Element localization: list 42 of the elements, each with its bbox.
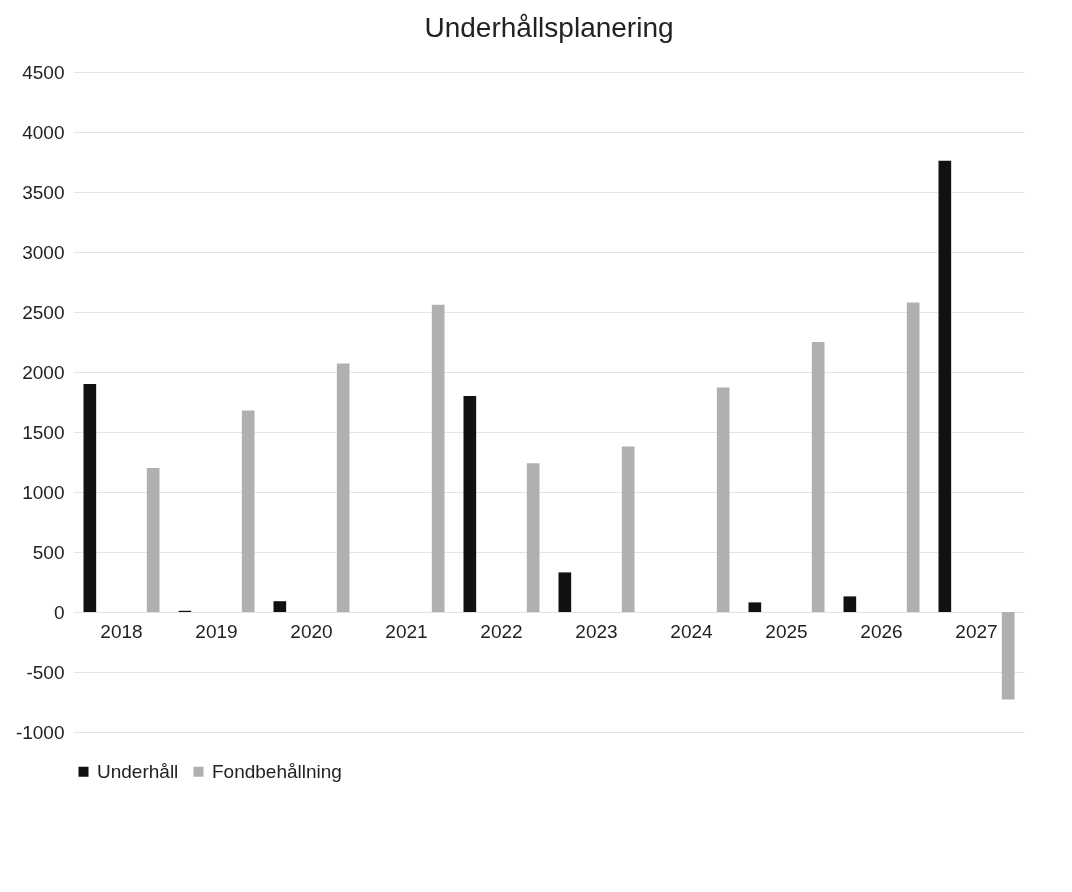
bar bbox=[463, 396, 477, 612]
x-tick-label: 2022 bbox=[480, 620, 523, 642]
y-tick-label: -1000 bbox=[15, 721, 65, 743]
y-tick-label: 2500 bbox=[22, 301, 65, 323]
x-tick-label: 2019 bbox=[195, 620, 238, 642]
legend-label: Fondbehållning bbox=[212, 760, 342, 782]
bar bbox=[558, 572, 572, 612]
bar bbox=[241, 410, 255, 612]
bar bbox=[748, 602, 762, 612]
x-tick-label: 2018 bbox=[100, 620, 143, 642]
bar bbox=[83, 384, 97, 612]
bar bbox=[906, 302, 920, 612]
bar bbox=[146, 468, 160, 612]
x-tick-label: 2026 bbox=[860, 620, 903, 642]
bar bbox=[938, 160, 952, 612]
bar bbox=[621, 446, 635, 612]
y-tick-label: 2000 bbox=[22, 361, 65, 383]
bar bbox=[526, 463, 540, 612]
y-tick-label: -500 bbox=[26, 661, 65, 683]
bar bbox=[336, 363, 350, 612]
y-tick-label: 3500 bbox=[22, 181, 65, 203]
bar bbox=[431, 304, 445, 612]
bar bbox=[843, 596, 857, 612]
x-tick-label: 2027 bbox=[955, 620, 998, 642]
x-tick-label: 2024 bbox=[670, 620, 714, 642]
y-tick-label: 1500 bbox=[22, 421, 65, 443]
y-tick-label: 500 bbox=[32, 541, 65, 563]
y-tick-label: 1000 bbox=[22, 481, 65, 503]
y-tick-label: 4000 bbox=[22, 121, 65, 143]
x-tick-label: 2023 bbox=[575, 620, 618, 642]
y-tick-label: 3000 bbox=[22, 241, 65, 263]
bar bbox=[811, 342, 825, 612]
x-tick-label: 2020 bbox=[290, 620, 333, 642]
x-tick-label: 2021 bbox=[385, 620, 428, 642]
legend-label: Underhåll bbox=[97, 760, 179, 782]
bar bbox=[716, 387, 730, 612]
bar bbox=[1001, 612, 1015, 700]
chart-title: Underhållsplanering bbox=[424, 12, 674, 43]
y-tick-label: 4500 bbox=[22, 61, 65, 83]
y-tick-label: 0 bbox=[53, 601, 65, 623]
x-tick-label: 2025 bbox=[765, 620, 808, 642]
bar bbox=[273, 601, 287, 612]
